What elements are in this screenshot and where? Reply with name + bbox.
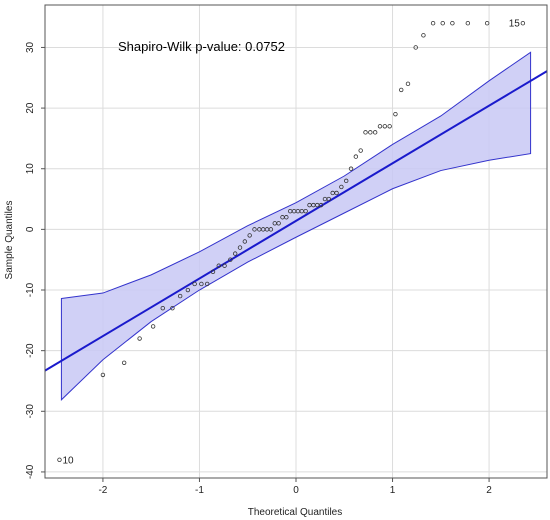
grid-lines [45,5,547,478]
sample-point [199,281,204,287]
sample-point [192,281,197,287]
sample-point [232,251,238,256]
x-axis-title: Theoretical Quantiles [248,507,343,518]
shapiro-wilk-annotation: Shapiro-Wilk p-value: 0.0752 [118,39,285,54]
y-tick-label: -20 [25,343,36,358]
sample-point [160,306,165,311]
sample-point [170,306,175,311]
sample-point [413,45,418,50]
sample-point [210,269,216,275]
point-label: 15 [509,19,521,30]
sample-point [387,124,392,129]
sample-point [318,202,324,208]
sample-points-layer: 10 15 [57,19,526,466]
sample-point [242,239,248,244]
sample-point [353,154,359,159]
sample-point [216,263,221,268]
point-label: 10 [62,455,74,466]
sample-point [405,81,411,87]
sample-point [100,372,106,378]
confidence-band [60,51,532,401]
reference-line-layer [44,70,548,372]
sample-point [334,190,339,196]
sample-point [465,20,471,26]
x-tick-label: -2 [98,485,107,496]
sample-point [177,293,183,299]
sample-point [228,257,233,262]
sample-point [137,336,142,341]
y-tick-label: 0 [25,226,36,232]
y-tick-label: 20 [25,102,36,114]
sample-point [450,20,455,26]
sample-point [303,208,308,214]
x-tick-label: -1 [195,485,204,496]
sample-point [348,166,354,171]
y-axis-title: Sample Quantiles [4,201,15,280]
sample-point [247,233,252,238]
sample-point [150,324,156,329]
sample-point [339,184,344,190]
sample-point [393,111,398,117]
sample-point [326,196,332,202]
y-tick-label: -10 [25,282,36,297]
sample-point [185,287,191,293]
sample-point [520,20,526,26]
sample-point [284,215,289,220]
sample-point [121,360,127,365]
y-tick-label: -30 [25,404,36,419]
sample-point [372,130,378,135]
sample-point [382,124,388,129]
x-tick-label: 2 [486,485,492,496]
y-tick-label: 30 [25,41,36,53]
sample-point [363,130,368,135]
confidence-band-layer [60,51,532,401]
sample-point [440,20,445,26]
y-tick-label: -40 [25,464,36,479]
sample-point [252,227,257,232]
x-tick-label: 0 [293,485,299,496]
sample-point [368,130,373,135]
sample-point [222,263,227,268]
sample-point [276,221,281,226]
sample-point [344,178,349,184]
sample-point [57,457,62,463]
sample-point [484,20,490,26]
sample-point [358,148,363,153]
sample-point [430,20,436,26]
sample-point [399,87,404,93]
sample-point [204,281,210,287]
reference-line [44,70,548,372]
sample-point [377,124,383,129]
y-tick-label: 10 [25,163,36,175]
sample-point [237,245,243,250]
sample-point [421,33,426,38]
x-tick-label: 1 [390,485,396,496]
sample-point [268,227,274,232]
